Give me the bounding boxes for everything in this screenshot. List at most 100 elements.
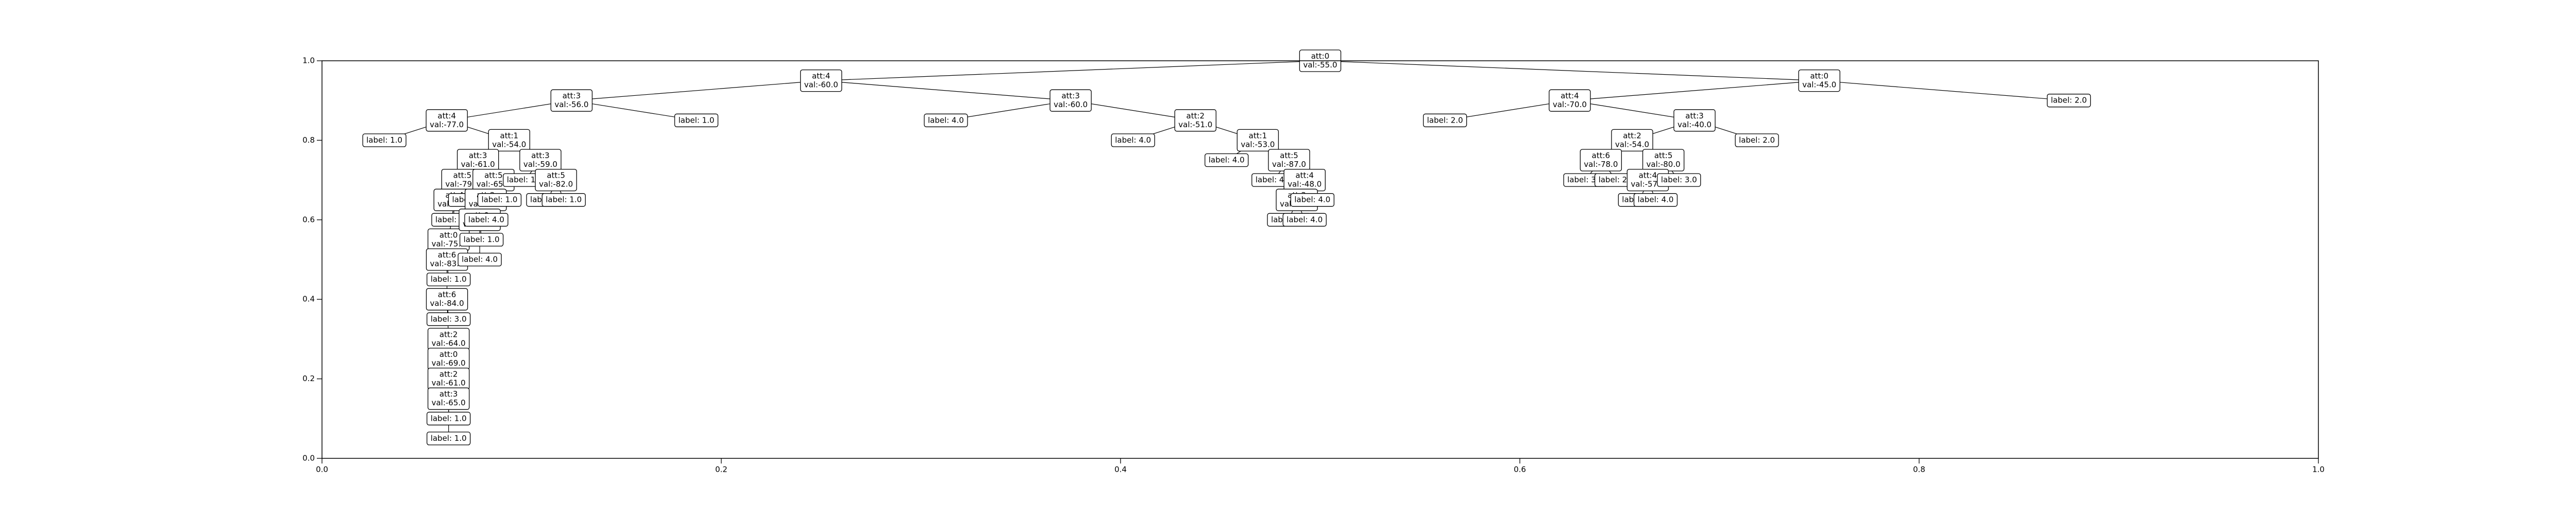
x-tick-label: 0.4 bbox=[1114, 465, 1127, 474]
tree-node: label: 4.0 bbox=[1205, 153, 1249, 167]
node-text: label: 1.0 bbox=[464, 235, 500, 244]
node-text: val:-84.0 bbox=[430, 299, 464, 308]
node-text: val:-59.0 bbox=[523, 160, 557, 169]
node-text: att:6 bbox=[1592, 151, 1611, 160]
y-tick-label: 0.4 bbox=[302, 295, 315, 304]
node-text: att:0 bbox=[1311, 52, 1330, 61]
node-box bbox=[427, 387, 470, 410]
node-text: label: 4.0 bbox=[928, 115, 964, 125]
node-text: val:-56.0 bbox=[554, 100, 588, 109]
node-box bbox=[1282, 213, 1327, 227]
tree-node: label: 1.0 bbox=[427, 432, 471, 445]
node-text: val:-53.0 bbox=[1241, 140, 1275, 149]
node-box bbox=[1049, 89, 1092, 112]
node-box bbox=[550, 89, 593, 112]
node-box bbox=[459, 233, 504, 247]
node-box bbox=[1633, 193, 1678, 207]
y-tick-label: 1.0 bbox=[302, 56, 315, 65]
node-box bbox=[488, 129, 530, 152]
node-text: val:-77.0 bbox=[430, 120, 464, 129]
node-text: label: 4.0 bbox=[1286, 215, 1323, 224]
y-tick-label: 0.0 bbox=[302, 454, 315, 463]
node-box bbox=[1798, 69, 1840, 92]
node-text: label: 1.0 bbox=[482, 195, 518, 204]
node-text: val:-70.0 bbox=[1553, 100, 1587, 109]
node-text: val:-83.0 bbox=[430, 259, 464, 268]
node-text: val:-51.0 bbox=[1178, 120, 1212, 129]
node-text: att:6 bbox=[438, 290, 456, 299]
node-text: att:2 bbox=[1623, 131, 1641, 140]
tree-node: label: 4.0 bbox=[464, 213, 509, 227]
node-text: label: 3.0 bbox=[1567, 175, 1603, 184]
tree-node: label: 4.0 bbox=[924, 113, 968, 127]
tree-node: label: 1.0 bbox=[459, 233, 504, 247]
node-text: label: 1.0 bbox=[431, 274, 467, 284]
node-text: val:-61.0 bbox=[432, 379, 466, 388]
tree-node: label: 1.0 bbox=[477, 193, 522, 207]
node-box bbox=[426, 288, 468, 311]
node-box bbox=[427, 272, 471, 286]
tree-node: label: 4.0 bbox=[1633, 193, 1678, 207]
node-text: label: 2.0 bbox=[1599, 175, 1635, 184]
node-text: label: 1.0 bbox=[507, 175, 543, 184]
node-text: val:-55.0 bbox=[1303, 60, 1337, 70]
node-text: att:5 bbox=[484, 171, 503, 180]
node-text: att:4 bbox=[437, 111, 456, 121]
node-box bbox=[924, 113, 968, 127]
x-tick-label: 0.8 bbox=[1913, 465, 1925, 474]
node-box bbox=[464, 213, 509, 227]
node-box bbox=[1673, 109, 1716, 132]
node-text: label: 1.0 bbox=[366, 135, 402, 145]
node-box bbox=[1174, 109, 1217, 132]
node-text: val:-64.0 bbox=[432, 338, 466, 348]
node-text: val:-54.0 bbox=[1615, 140, 1649, 149]
node-text: att:3 bbox=[1061, 91, 1080, 100]
edge bbox=[821, 60, 1320, 81]
node-text: label: 4.0 bbox=[1294, 195, 1330, 204]
edge bbox=[571, 80, 821, 101]
tree-node: label: 1.0 bbox=[427, 272, 471, 286]
node-text: att:3 bbox=[1685, 111, 1704, 121]
node-text: att:2 bbox=[1187, 111, 1205, 121]
node-text: val:-60.0 bbox=[804, 80, 838, 90]
node-box bbox=[457, 252, 502, 267]
node-text: val:-75.0 bbox=[432, 239, 466, 248]
x-tick-label: 0.2 bbox=[715, 465, 727, 474]
x-tick-label: 0.6 bbox=[1514, 465, 1526, 474]
node-text: label: 4.0 bbox=[1256, 175, 1292, 184]
node-box bbox=[541, 193, 586, 207]
node-text: label: 2.0 bbox=[2051, 96, 2087, 105]
node-text: label: 1.0 bbox=[431, 414, 467, 423]
node-text: label: 4.0 bbox=[468, 215, 504, 224]
node-text: att:2 bbox=[439, 330, 458, 339]
y-tick-label: 0.6 bbox=[302, 215, 315, 224]
node-box bbox=[2046, 94, 2091, 108]
tree-node: label: 3.0 bbox=[427, 312, 471, 326]
node-text: val:-78.0 bbox=[1584, 160, 1618, 169]
tree-node: label: 1.0 bbox=[427, 411, 471, 425]
tree-node: label: 2.0 bbox=[1423, 113, 1467, 127]
node-box bbox=[427, 411, 471, 425]
node-box bbox=[427, 432, 471, 445]
node-text: label: 4.0 bbox=[462, 255, 498, 264]
node-text: val:-61.0 bbox=[461, 160, 495, 169]
tree-node: label: 1.0 bbox=[541, 193, 586, 207]
node-box bbox=[477, 193, 522, 207]
node-box bbox=[1236, 129, 1279, 152]
node-text: val:-69.0 bbox=[432, 358, 466, 368]
